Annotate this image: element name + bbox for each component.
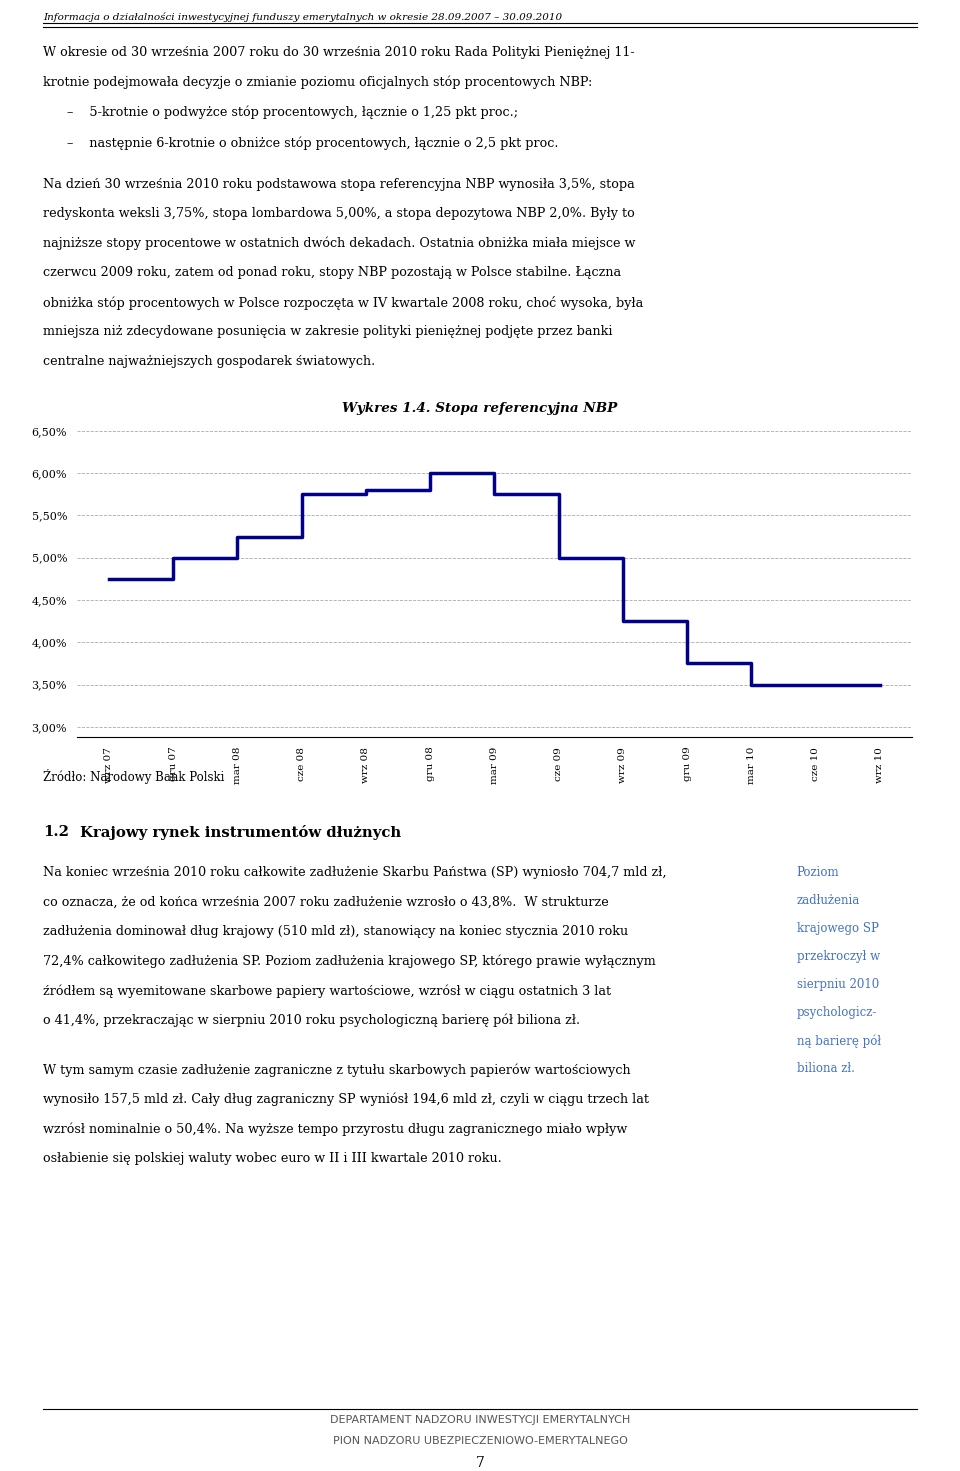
Text: krajowego SP: krajowego SP: [797, 922, 878, 936]
Text: Na dzień 30 września 2010 roku podstawowa stopa referencyjna NBP wynosiła 3,5%, : Na dzień 30 września 2010 roku podstawow…: [43, 178, 635, 191]
Text: centralne najważniejszych gospodarek światowych.: centralne najważniejszych gospodarek świ…: [43, 355, 375, 368]
Text: sierpniu 2010: sierpniu 2010: [797, 978, 879, 991]
Text: osłabienie się polskiej waluty wobec euro w II i III kwartale 2010 roku.: osłabienie się polskiej waluty wobec eur…: [43, 1152, 502, 1165]
Text: zadłużenia dominował dług krajowy (510 mld zł), stanowiący na koniec stycznia 20: zadłużenia dominował dług krajowy (510 m…: [43, 925, 629, 938]
Text: wzrósł nominalnie o 50,4%. Na wyższe tempo przyrostu długu zagranicznego miało w: wzrósł nominalnie o 50,4%. Na wyższe tem…: [43, 1122, 628, 1136]
Text: czerwcu 2009 roku, zatem od ponad roku, stopy NBP pozostają w Polsce stabilne. Ł: czerwcu 2009 roku, zatem od ponad roku, …: [43, 266, 621, 279]
Text: Krajowy rynek instrumentów dłużnych: Krajowy rynek instrumentów dłużnych: [80, 825, 401, 840]
Text: zadłużenia: zadłużenia: [797, 894, 860, 908]
Text: Źródło: Narodowy Bank Polski: Źródło: Narodowy Bank Polski: [43, 769, 225, 784]
Text: Na koniec września 2010 roku całkowite zadłużenie Skarbu Państwa (SP) wyniosło 7: Na koniec września 2010 roku całkowite z…: [43, 866, 666, 880]
Text: –    5-krotnie o podwyżce stóp procentowych, łącznie o 1,25 pkt proc.;: – 5-krotnie o podwyżce stóp procentowych…: [67, 106, 518, 119]
Text: 1.2: 1.2: [43, 825, 69, 840]
Text: najniższe stopy procentowe w ostatnich dwóch dekadach. Ostatnia obniżka miała mi: najniższe stopy procentowe w ostatnich d…: [43, 237, 636, 250]
Text: obniżka stóp procentowych w Polsce rozpoczęta w IV kwartale 2008 roku, choć wyso: obniżka stóp procentowych w Polsce rozpo…: [43, 296, 643, 310]
Text: Poziom: Poziom: [797, 866, 839, 880]
Text: W tym samym czasie zadłużenie zagraniczne z tytułu skarbowych papierów wartościo: W tym samym czasie zadłużenie zagraniczn…: [43, 1064, 631, 1077]
Text: Wykres 1.4. Stopa referencyjna NBP: Wykres 1.4. Stopa referencyjna NBP: [343, 402, 617, 415]
Text: co oznacza, że od końca września 2007 roku zadłużenie wzrosło o 43,8%.  W strukt: co oznacza, że od końca września 2007 ro…: [43, 896, 609, 909]
Text: W okresie od 30 września 2007 roku do 30 września 2010 roku Rada Polityki Pienię: W okresie od 30 września 2007 roku do 30…: [43, 46, 635, 59]
Text: mniejsza niż zdecydowane posunięcia w zakresie polityki pieniężnej podjęte przez: mniejsza niż zdecydowane posunięcia w za…: [43, 325, 612, 338]
Text: PION NADZORU UBEZPIECZENIOWO-EMERYTALNEGO: PION NADZORU UBEZPIECZENIOWO-EMERYTALNEG…: [332, 1436, 628, 1446]
Text: 7: 7: [475, 1456, 485, 1471]
Text: przekroczył w: przekroczył w: [797, 950, 880, 964]
Text: źródłem są wyemitowane skarbowe papiery wartościowe, wzrósł w ciągu ostatnich 3 : źródłem są wyemitowane skarbowe papiery …: [43, 984, 612, 997]
Text: DEPARTAMENT NADZORU INWESTYCJI EMERYTALNYCH: DEPARTAMENT NADZORU INWESTYCJI EMERYTALN…: [330, 1415, 630, 1425]
Text: –    następnie 6-krotnie o obniżce stóp procentowych, łącznie o 2,5 pkt proc.: – następnie 6-krotnie o obniżce stóp pro…: [67, 137, 559, 150]
Text: 72,4% całkowitego zadłużenia SP. Poziom zadłużenia krajowego SP, którego prawie : 72,4% całkowitego zadłużenia SP. Poziom …: [43, 955, 656, 968]
Text: psychologicz-: psychologicz-: [797, 1006, 877, 1019]
Text: o 41,4%, przekraczając w sierpniu 2010 roku psychologiczną barierę pół biliona z: o 41,4%, przekraczając w sierpniu 2010 r…: [43, 1014, 581, 1027]
Text: Informacja o działalności inwestycyjnej funduszy emerytalnych w okresie 28.09.20: Informacja o działalności inwestycyjnej …: [43, 12, 563, 22]
Text: redyskonta weksli 3,75%, stopa lombardowa 5,00%, a stopa depozytowa NBP 2,0%. By: redyskonta weksli 3,75%, stopa lombardow…: [43, 207, 635, 221]
Text: biliona zł.: biliona zł.: [797, 1062, 854, 1075]
Text: krotnie podejmowała decyzje o zmianie poziomu oficjalnych stóp procentowych NBP:: krotnie podejmowała decyzje o zmianie po…: [43, 75, 592, 88]
Text: wynosiło 157,5 mld zł. Cały dług zagraniczny SP wyniósł 194,6 mld zł, czyli w ci: wynosiło 157,5 mld zł. Cały dług zagrani…: [43, 1093, 649, 1106]
Text: ną barierę pół: ną barierę pół: [797, 1034, 881, 1047]
